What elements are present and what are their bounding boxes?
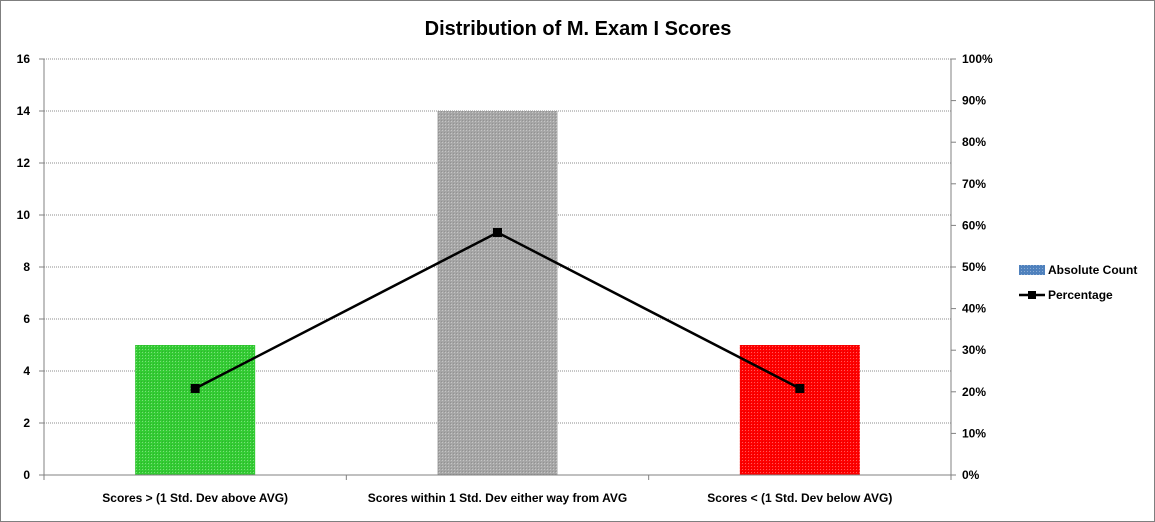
bar-1 [437,111,558,475]
y-tick-label-7: 14 [17,104,31,118]
y2-tick-label-0: 0% [962,468,980,482]
percentage-line [190,227,805,393]
legend-marker-percentage [1028,291,1036,299]
y-tick-label-0: 0 [23,468,30,482]
y2-tick-label-2: 20% [962,385,986,399]
y2-tick-label-3: 30% [962,343,986,357]
y2-tick-label-1: 10% [962,426,986,440]
y-tick-label-1: 2 [23,416,30,430]
y2-tick-label-8: 80% [962,135,986,149]
y-tick-label-4: 8 [23,260,30,274]
percentage-point-2 [795,383,805,393]
y2-tick-label-6: 60% [962,218,986,232]
y2-tick-label-9: 90% [962,94,986,108]
axes: 0 2 4 6 8 10 12 14 16 0% 10% 20% 30% 40% 50% 60% 70% 80% 9… [17,52,993,505]
x-tick-label-2: Scores < (1 Std. Dev below AVG) [707,491,892,505]
y2-tick-label-10: 100% [962,52,993,66]
bar-2 [739,345,860,475]
x-tick-label-0: Scores > (1 Std. Dev above AVG) [102,491,288,505]
y-tick-label-5: 10 [17,208,31,222]
y2-tick-label-4: 40% [962,302,986,316]
y2-tick-label-7: 70% [962,177,986,191]
y2-tick-label-5: 50% [962,260,986,274]
y-tick-label-3: 6 [23,312,30,326]
percentage-point-1 [493,227,502,237]
legend: Absolute Count Percentage [1019,263,1137,302]
y-tick-label-6: 12 [17,156,31,170]
y-tick-label-8: 16 [17,52,31,66]
legend-label-percentage: Percentage [1048,288,1113,302]
legend-label-absolute-count: Absolute Count [1048,263,1137,277]
legend-swatch-absolute-count [1019,265,1045,275]
y-tick-label-2: 4 [23,364,30,378]
x-tick-label-1: Scores within 1 Std. Dev either way from… [368,491,627,505]
chart-title: Distribution of M. Exam I Scores [425,18,732,40]
percentage-point-0 [190,383,200,393]
bar-0 [135,345,256,475]
